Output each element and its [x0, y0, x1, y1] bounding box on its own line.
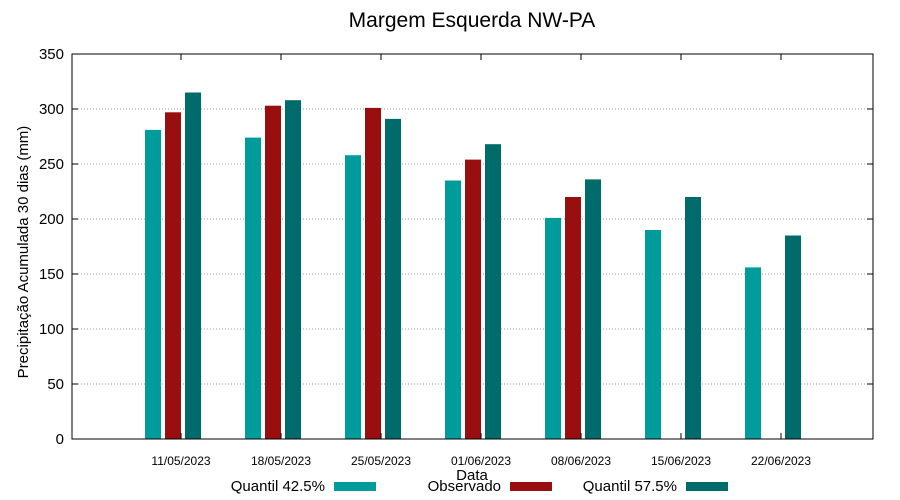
bar: [445, 180, 461, 439]
bar: [365, 107, 381, 440]
x-axis-ticks: 11/05/2023 18/05/2023 25/05/2023 01/06/2023…: [151, 54, 811, 468]
x-tick-label: 08/06/2023: [551, 454, 611, 468]
bar: [565, 197, 581, 439]
legend-swatch: [510, 482, 552, 491]
bar: [685, 197, 701, 439]
bar: [145, 129, 161, 439]
x-tick-label: 01/06/2023: [451, 454, 511, 468]
legend: Quantil 42.5% Observado Quantil 57.5%: [231, 478, 728, 495]
y-axis-label: Precipitação Acumulada 30 dias (mm): [15, 126, 32, 379]
y-tick-label: 300: [39, 101, 64, 118]
bar: [645, 230, 661, 439]
bar: [245, 137, 261, 439]
x-axis-label: Data: [456, 467, 488, 484]
legend-label: Observado: [428, 478, 501, 495]
bar: [165, 112, 181, 440]
legend-label: Quantil 42.5%: [231, 478, 325, 495]
y-tick-label: 0: [56, 431, 64, 448]
bar: [185, 92, 201, 439]
y-tick-label: 150: [39, 266, 64, 283]
bars: [145, 92, 801, 440]
chart-title: Margem Esquerda NW-PA: [349, 9, 596, 32]
x-tick-label: 22/06/2023: [751, 454, 811, 468]
legend-swatch: [686, 482, 728, 491]
bar: [345, 155, 361, 439]
bar: [285, 100, 301, 439]
bar: [465, 159, 481, 439]
y-tick-label: 200: [39, 211, 64, 228]
x-tick-label: 11/05/2023: [151, 454, 210, 468]
x-tick-label: 18/05/2023: [251, 454, 311, 468]
bar: [585, 179, 601, 439]
x-tick-label: 15/06/2023: [651, 454, 711, 468]
y-tick-label: 350: [39, 46, 64, 63]
y-tick-label: 250: [39, 156, 64, 173]
legend-label: Quantil 57.5%: [583, 478, 677, 495]
x-tick-label: 25/05/2023: [351, 454, 411, 468]
bar: [265, 105, 281, 439]
bar: [785, 235, 801, 439]
bar: [485, 144, 501, 439]
legend-swatch: [334, 482, 376, 491]
bar: [545, 217, 561, 439]
y-tick-label: 100: [39, 321, 64, 338]
y-tick-label: 50: [47, 376, 64, 393]
y-axis-ticks: 0 50 100 150 200 250 300 350: [39, 46, 873, 448]
plot-frame: [71, 53, 874, 440]
bar: [385, 118, 401, 440]
bar: [745, 267, 761, 439]
